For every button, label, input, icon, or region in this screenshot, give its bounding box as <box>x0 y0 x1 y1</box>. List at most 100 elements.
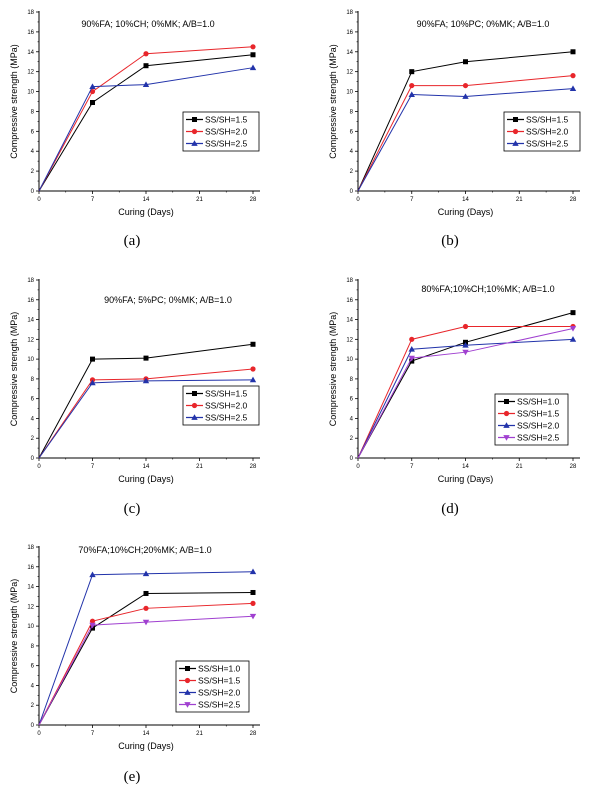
y-tick-label: 6 <box>350 397 354 403</box>
legend-item: SS/SH=2.0 <box>179 688 241 698</box>
series-line <box>38 602 254 726</box>
x-tick-label: 0 <box>37 464 41 470</box>
x-tick-label: 28 <box>250 731 257 737</box>
data-point <box>143 355 149 361</box>
series-line <box>38 46 254 192</box>
x-tick-label: 28 <box>570 464 577 470</box>
data-point <box>409 82 415 89</box>
chart-title: 80%FA;10%CH;10%MK; A/B=1.0 <box>421 284 554 294</box>
legend-label: SS/SH=2.0 <box>205 127 248 137</box>
series-line <box>38 343 254 459</box>
legend-item: SS/SH=1.0 <box>179 664 241 674</box>
legend-item: SS/SH=2.0 <box>186 127 248 137</box>
legend-label: SS/SH=1.5 <box>517 409 560 419</box>
data-point <box>408 91 415 97</box>
data-point <box>570 310 576 316</box>
chart-panel-d: 0 2 4 6 8 10 12 14 16 18 0 7 14 21 28 Curing (Days) Comp… <box>328 278 580 517</box>
data-point <box>249 568 257 575</box>
data-point <box>249 376 257 383</box>
y-tick-label: 16 <box>346 30 353 36</box>
x-tick-label: 21 <box>196 731 203 737</box>
y-tick-label: 14 <box>27 585 34 591</box>
legend-label: SS/SH=2.5 <box>205 139 248 149</box>
panel-caption: (b) <box>441 233 459 249</box>
legend-label: SS/SH=2.0 <box>205 401 248 411</box>
data-point <box>569 336 577 342</box>
legend-label: SS/SH=2.0 <box>517 421 560 431</box>
legend-marker <box>512 128 519 135</box>
legend-item: SS/SH=2.5 <box>179 700 241 710</box>
y-tick-label: 2 <box>350 436 354 442</box>
x-tick-label: 14 <box>143 731 150 737</box>
y-tick-label: 14 <box>346 318 353 324</box>
y-axis-title: Compressive strength (MPa) <box>9 44 19 159</box>
y-tick-label: 0 <box>350 189 354 195</box>
y-axis-title: Compressive strength (MPa) <box>9 312 19 427</box>
data-point <box>569 85 577 91</box>
x-tick-label: 21 <box>196 464 203 470</box>
y-tick-label: 0 <box>31 189 35 195</box>
y-tick-label: 8 <box>350 109 354 115</box>
series-ss-sh-2-0 <box>357 336 577 459</box>
data-point <box>250 589 256 595</box>
y-tick-label: 10 <box>346 90 353 96</box>
x-tick-label: 7 <box>91 197 95 203</box>
series-line <box>357 75 574 192</box>
series-ss-sh-2-0 <box>357 73 576 192</box>
x-axis-title: Curing (Days) <box>438 474 494 484</box>
series-line <box>38 615 254 726</box>
y-tick-label: 4 <box>350 416 354 422</box>
data-point <box>143 590 149 596</box>
data-point <box>409 336 415 342</box>
legend-item: SS/SH=2.0 <box>186 401 248 411</box>
legend-marker <box>503 422 510 428</box>
panel-caption: (a) <box>124 233 141 249</box>
x-tick-label: 0 <box>356 197 360 203</box>
legend: SS/SH=1.5 SS/SH=2.0 SS/SH=2.5 <box>182 385 260 426</box>
data-point <box>89 622 96 629</box>
y-tick-label: 16 <box>346 298 353 304</box>
data-point <box>462 93 469 99</box>
legend-label: SS/SH=1.5 <box>526 115 569 125</box>
y-tick-label: 6 <box>31 397 35 403</box>
data-point <box>142 570 150 577</box>
y-tick-label: 18 <box>27 10 34 16</box>
legend-item: SS/SH=1.5 <box>186 389 248 399</box>
x-tick-label: 28 <box>570 197 577 203</box>
series-ss-sh-2-5 <box>38 376 257 459</box>
legend-item: SS/SH=2.5 <box>186 139 248 149</box>
y-tick-label: 6 <box>350 129 354 135</box>
series-line <box>38 379 254 459</box>
chart-title: 90%FA; 5%PC; 0%MK; A/B=1.0 <box>104 295 232 305</box>
series-line <box>38 54 254 192</box>
y-tick-label: 0 <box>350 456 354 462</box>
y-tick-label: 6 <box>31 129 35 135</box>
legend: SS/SH=1.5 SS/SH=2.0 SS/SH=2.5 <box>182 111 260 152</box>
data-point <box>250 600 256 606</box>
series-ss-sh-1-5 <box>357 49 576 192</box>
data-point <box>143 51 149 57</box>
data-point <box>142 377 150 384</box>
series-ss-sh-2-0 <box>38 44 256 192</box>
y-tick-label: 12 <box>27 604 34 610</box>
data-point <box>462 82 469 89</box>
y-tick-label: 8 <box>350 377 354 383</box>
series-ss-sh-2-0 <box>38 568 257 726</box>
legend-item: SS/SH=2.0 <box>498 421 560 431</box>
legend-item: SS/SH=1.5 <box>507 115 569 125</box>
y-axis-title: Compressive strength (MPa) <box>328 44 338 159</box>
series-line <box>357 312 574 459</box>
series-ss-sh-2-5 <box>38 64 257 192</box>
legend-label: SS/SH=1.5 <box>205 115 248 125</box>
x-tick-label: 21 <box>516 464 523 470</box>
legend-label: SS/SH=1.0 <box>198 664 241 674</box>
data-point <box>462 323 469 330</box>
legend-label: SS/SH=2.5 <box>205 413 248 423</box>
data-point <box>462 342 469 348</box>
legend-item: SS/SH=2.5 <box>186 413 248 423</box>
legend-marker <box>184 677 191 684</box>
x-tick-label: 0 <box>37 197 41 203</box>
x-tick-label: 7 <box>91 464 95 470</box>
data-point <box>89 618 96 624</box>
legend-label: SS/SH=1.5 <box>198 676 241 686</box>
